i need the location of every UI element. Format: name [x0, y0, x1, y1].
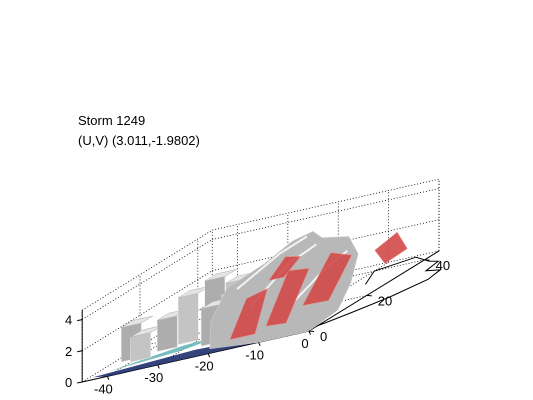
z-tick-label: 4 — [65, 313, 72, 328]
surface-ridge — [236, 235, 308, 290]
z-tick — [77, 381, 83, 384]
title-line-1: Storm 1249 — [78, 113, 146, 128]
x-tick-label: -30 — [144, 370, 163, 385]
surface-red-core — [268, 256, 302, 281]
y-tick-label: 0 — [320, 329, 327, 344]
y-tick-label: 40 — [436, 258, 450, 273]
title-line-2: (U,V) (3.011,-1.9802) — [78, 133, 200, 148]
x-tick-label: 0 — [301, 336, 308, 351]
y-tick-label: 20 — [378, 293, 392, 308]
z-tick — [77, 350, 83, 353]
z-tick-label: 0 — [65, 375, 72, 390]
surface-column — [177, 292, 199, 345]
grid-line — [212, 188, 440, 240]
surface-red-core — [302, 252, 353, 306]
x-tick — [207, 353, 211, 358]
y-tick — [366, 294, 372, 297]
surface-column — [156, 315, 178, 352]
x-tick-label: -20 — [195, 359, 214, 374]
y-tick — [424, 259, 430, 261]
surface-column-top — [121, 315, 154, 328]
x-tick — [258, 342, 261, 347]
z-tick — [77, 319, 83, 322]
storm-outline — [309, 256, 442, 330]
surface-red-core — [265, 268, 310, 327]
y-axis-line — [308, 250, 440, 332]
surface-red-core — [374, 231, 408, 264]
storm-surface — [93, 230, 442, 378]
surface-column-top — [204, 269, 237, 282]
x-tick-label: -10 — [245, 347, 264, 362]
z-tick-label: 2 — [65, 344, 72, 359]
base-patch — [108, 333, 229, 372]
x-tick — [106, 376, 110, 381]
y-tick — [308, 330, 315, 332]
x-tick — [308, 330, 311, 335]
surface-column — [130, 332, 151, 363]
x-tick — [157, 364, 160, 369]
x-tick-label: -40 — [94, 381, 113, 396]
surface-red-core — [229, 288, 268, 340]
grid-line — [212, 178, 440, 231]
